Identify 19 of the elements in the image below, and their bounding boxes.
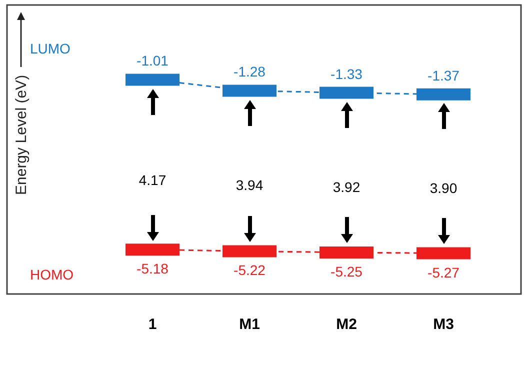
annotation: 3.90 (430, 180, 458, 196)
data-label: -5.25 (330, 263, 363, 280)
data-label: -1.33 (330, 66, 363, 82)
x-tick-label: M2 (336, 316, 357, 334)
text: LUMO (30, 40, 71, 57)
x-tick-label: M3 (433, 316, 454, 334)
data-label: -1.37 (428, 67, 460, 84)
x-tick-label: M1 (239, 316, 260, 334)
y-axis-title: Energy Level (eV) (13, 74, 30, 195)
data-label: -5.22 (234, 262, 266, 278)
data-label: -5.27 (428, 264, 460, 280)
text: HOMO (30, 266, 74, 283)
annotation: 3.92 (332, 178, 360, 195)
data-label: -1.01 (136, 52, 169, 69)
data-label: -1.28 (234, 64, 266, 80)
annotation: 4.17 (138, 172, 166, 188)
annotation: 3.94 (236, 177, 264, 194)
x-tick-label: 1 (148, 316, 157, 334)
data-label: -5.18 (136, 260, 169, 277)
